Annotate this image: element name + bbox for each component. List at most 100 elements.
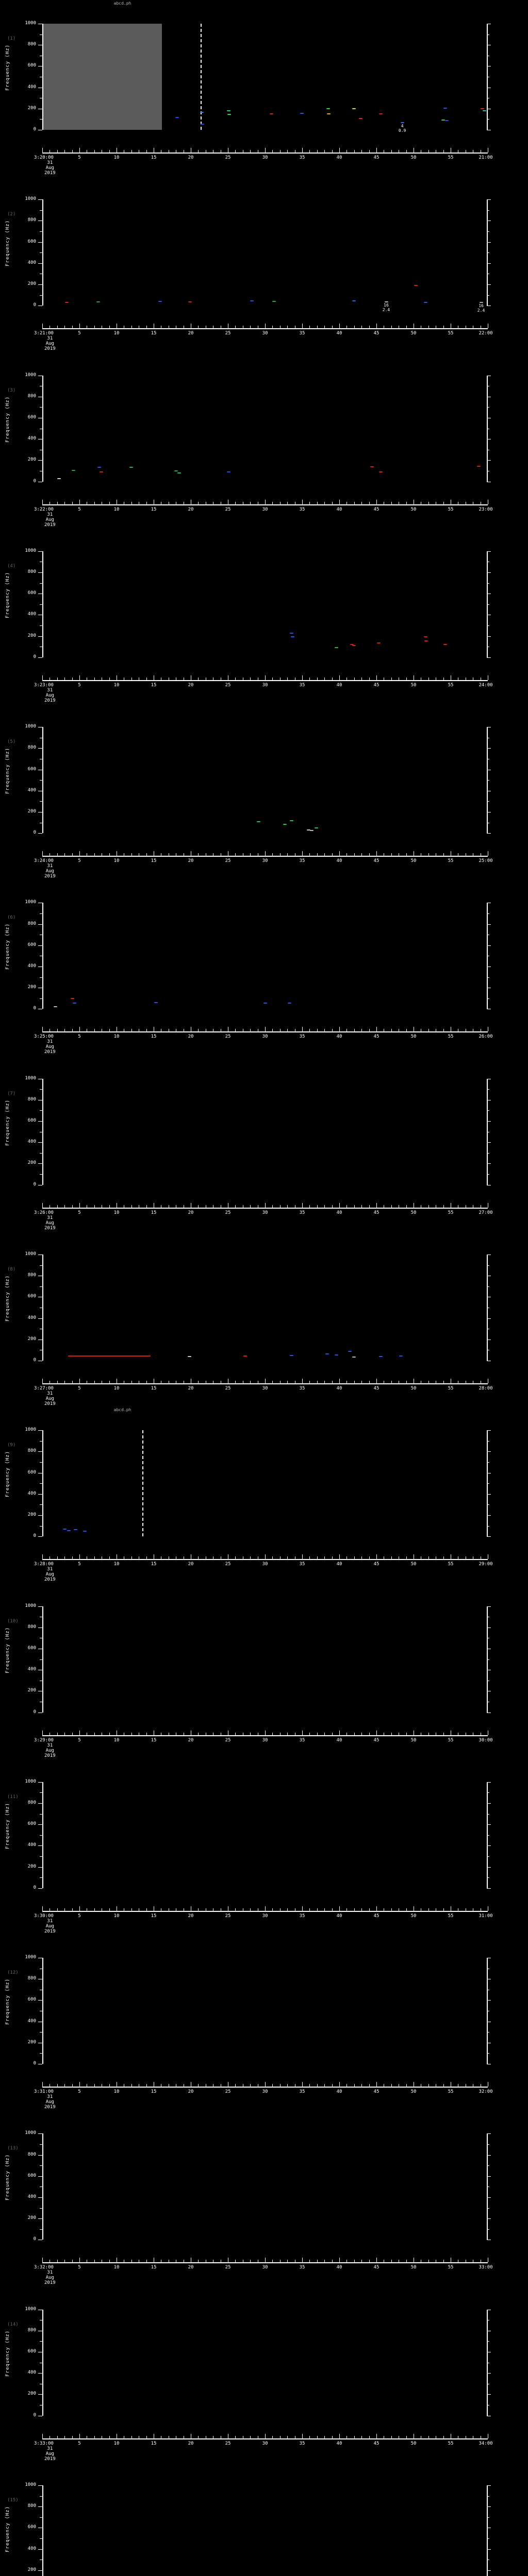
x-axis-spine (42, 2262, 488, 2264)
y-tick (38, 636, 42, 637)
y-tick-label: 0 (33, 127, 36, 132)
x-tick-label: 25 (225, 1210, 231, 1215)
x-tick-label: 20 (188, 858, 194, 864)
y-tick-label: 800 (27, 1273, 36, 1278)
x-axis-date: 31 Aug 2019 (44, 1039, 56, 1055)
x-minor-tick (406, 1908, 407, 1911)
x-end-label: 25:00 (478, 858, 493, 864)
x-tick-label: 5 (78, 858, 81, 864)
detection-mark (72, 1003, 76, 1004)
x-tick (265, 148, 266, 152)
y-minor-tick-right (487, 977, 489, 978)
y-minor-tick-right (487, 1814, 489, 1815)
y-tick-label: 200 (27, 457, 36, 463)
date-day: 31 (47, 2094, 53, 2100)
x-tick (265, 2433, 266, 2438)
x-minor-tick (109, 677, 110, 680)
x-minor-tick (235, 2084, 236, 2087)
x-tick-label: 25 (225, 858, 231, 864)
y-minor-tick (40, 1265, 42, 1266)
x-tick-label: 50 (410, 682, 417, 688)
x-minor-tick (146, 853, 147, 856)
y-tick-label: 800 (27, 1624, 36, 1630)
x-tick-label: 40 (336, 682, 342, 688)
x-minor-tick (250, 677, 251, 680)
y-tick-label: 600 (27, 2349, 36, 2354)
x-minor-tick (250, 1205, 251, 1208)
panel-index-label: (14) (7, 2321, 19, 2327)
y-tick (38, 242, 42, 243)
y-tick-right (487, 2506, 491, 2507)
x-minor-tick (72, 1732, 73, 1735)
x-start-label: 3:33:00 (34, 2441, 54, 2446)
y-tick-label: 200 (27, 105, 36, 111)
x-end-label: 23:00 (478, 506, 493, 512)
x-minor-tick (324, 2260, 325, 2263)
x-minor-tick (354, 1380, 355, 1383)
annotation-line-1: 16 (478, 303, 484, 309)
x-minor-tick (317, 853, 318, 856)
x-minor-tick (428, 1029, 429, 1032)
x-start-label: 3:20:00 (34, 155, 54, 160)
y-tick-right (487, 657, 491, 658)
x-minor-tick (369, 326, 370, 329)
y-tick-right (487, 1121, 491, 1122)
x-minor-tick (361, 2435, 362, 2438)
x-tick (265, 324, 266, 329)
x-minor-tick (250, 326, 251, 329)
x-minor-tick (109, 2435, 110, 2438)
x-minor-tick (428, 677, 429, 680)
x-tick (79, 1027, 80, 1032)
x-minor-tick (146, 1556, 147, 1560)
x-tick-label: 30 (262, 1913, 268, 1919)
x-tick-label: 50 (410, 331, 417, 336)
x-minor-tick (361, 2084, 362, 2087)
x-minor-tick (131, 326, 132, 329)
detection-mark (54, 1006, 58, 1007)
x-minor-tick (391, 1029, 392, 1032)
x-minor-tick (317, 150, 318, 152)
x-tick-label: 35 (299, 155, 305, 160)
x-start-label: 3:27:00 (34, 1385, 54, 1391)
x-minor-tick (287, 1908, 288, 1911)
x-minor-tick (428, 1205, 429, 1208)
x-tick-label: 40 (336, 2441, 342, 2446)
y-tick-label: 1000 (25, 1955, 36, 1960)
x-tick-label: 25 (225, 2265, 231, 2270)
x-minor-tick (324, 501, 325, 504)
x-axis-spine (42, 1910, 488, 1912)
x-minor-tick (235, 1732, 236, 1735)
x-minor-tick (369, 1732, 370, 1735)
plot-area (42, 2133, 488, 2240)
y-tick-label: 400 (27, 1139, 36, 1145)
y-tick-right (487, 833, 491, 834)
x-minor-tick (354, 501, 355, 504)
y-minor-tick (40, 2341, 42, 2342)
x-minor-tick (346, 853, 348, 856)
y-tick (38, 1803, 42, 1804)
y-axis-spine (42, 727, 43, 834)
x-tick (265, 2082, 266, 2087)
x-minor-tick (72, 2260, 73, 2263)
spectrogram-panel: (4) Frequency (Hz) 0 200 400 600 800 1000 3:23:0… (0, 528, 528, 703)
x-minor-tick (235, 2260, 236, 2263)
x-minor-tick (428, 1732, 429, 1735)
detection-mark (100, 471, 104, 472)
x-minor-tick (287, 2084, 288, 2087)
x-tick-label: 15 (151, 1210, 157, 1215)
x-tick-label: 20 (188, 155, 194, 160)
detection-mark (67, 1530, 71, 1531)
y-tick-label: 0 (33, 478, 36, 484)
x-minor-tick (131, 501, 132, 504)
x-minor-tick (391, 1380, 392, 1383)
x-minor-tick (346, 2084, 348, 2087)
x-minor-tick (250, 1556, 251, 1560)
y-tick-label: 200 (27, 281, 36, 287)
plot-area (42, 1606, 488, 1713)
x-minor-tick (406, 501, 407, 504)
y-tick-label: 1000 (25, 1075, 36, 1081)
y-tick-right (487, 1824, 491, 1825)
y-tick-label: 400 (27, 2018, 36, 2024)
x-minor-tick (361, 1380, 362, 1383)
y-tick-label: 800 (27, 745, 36, 751)
